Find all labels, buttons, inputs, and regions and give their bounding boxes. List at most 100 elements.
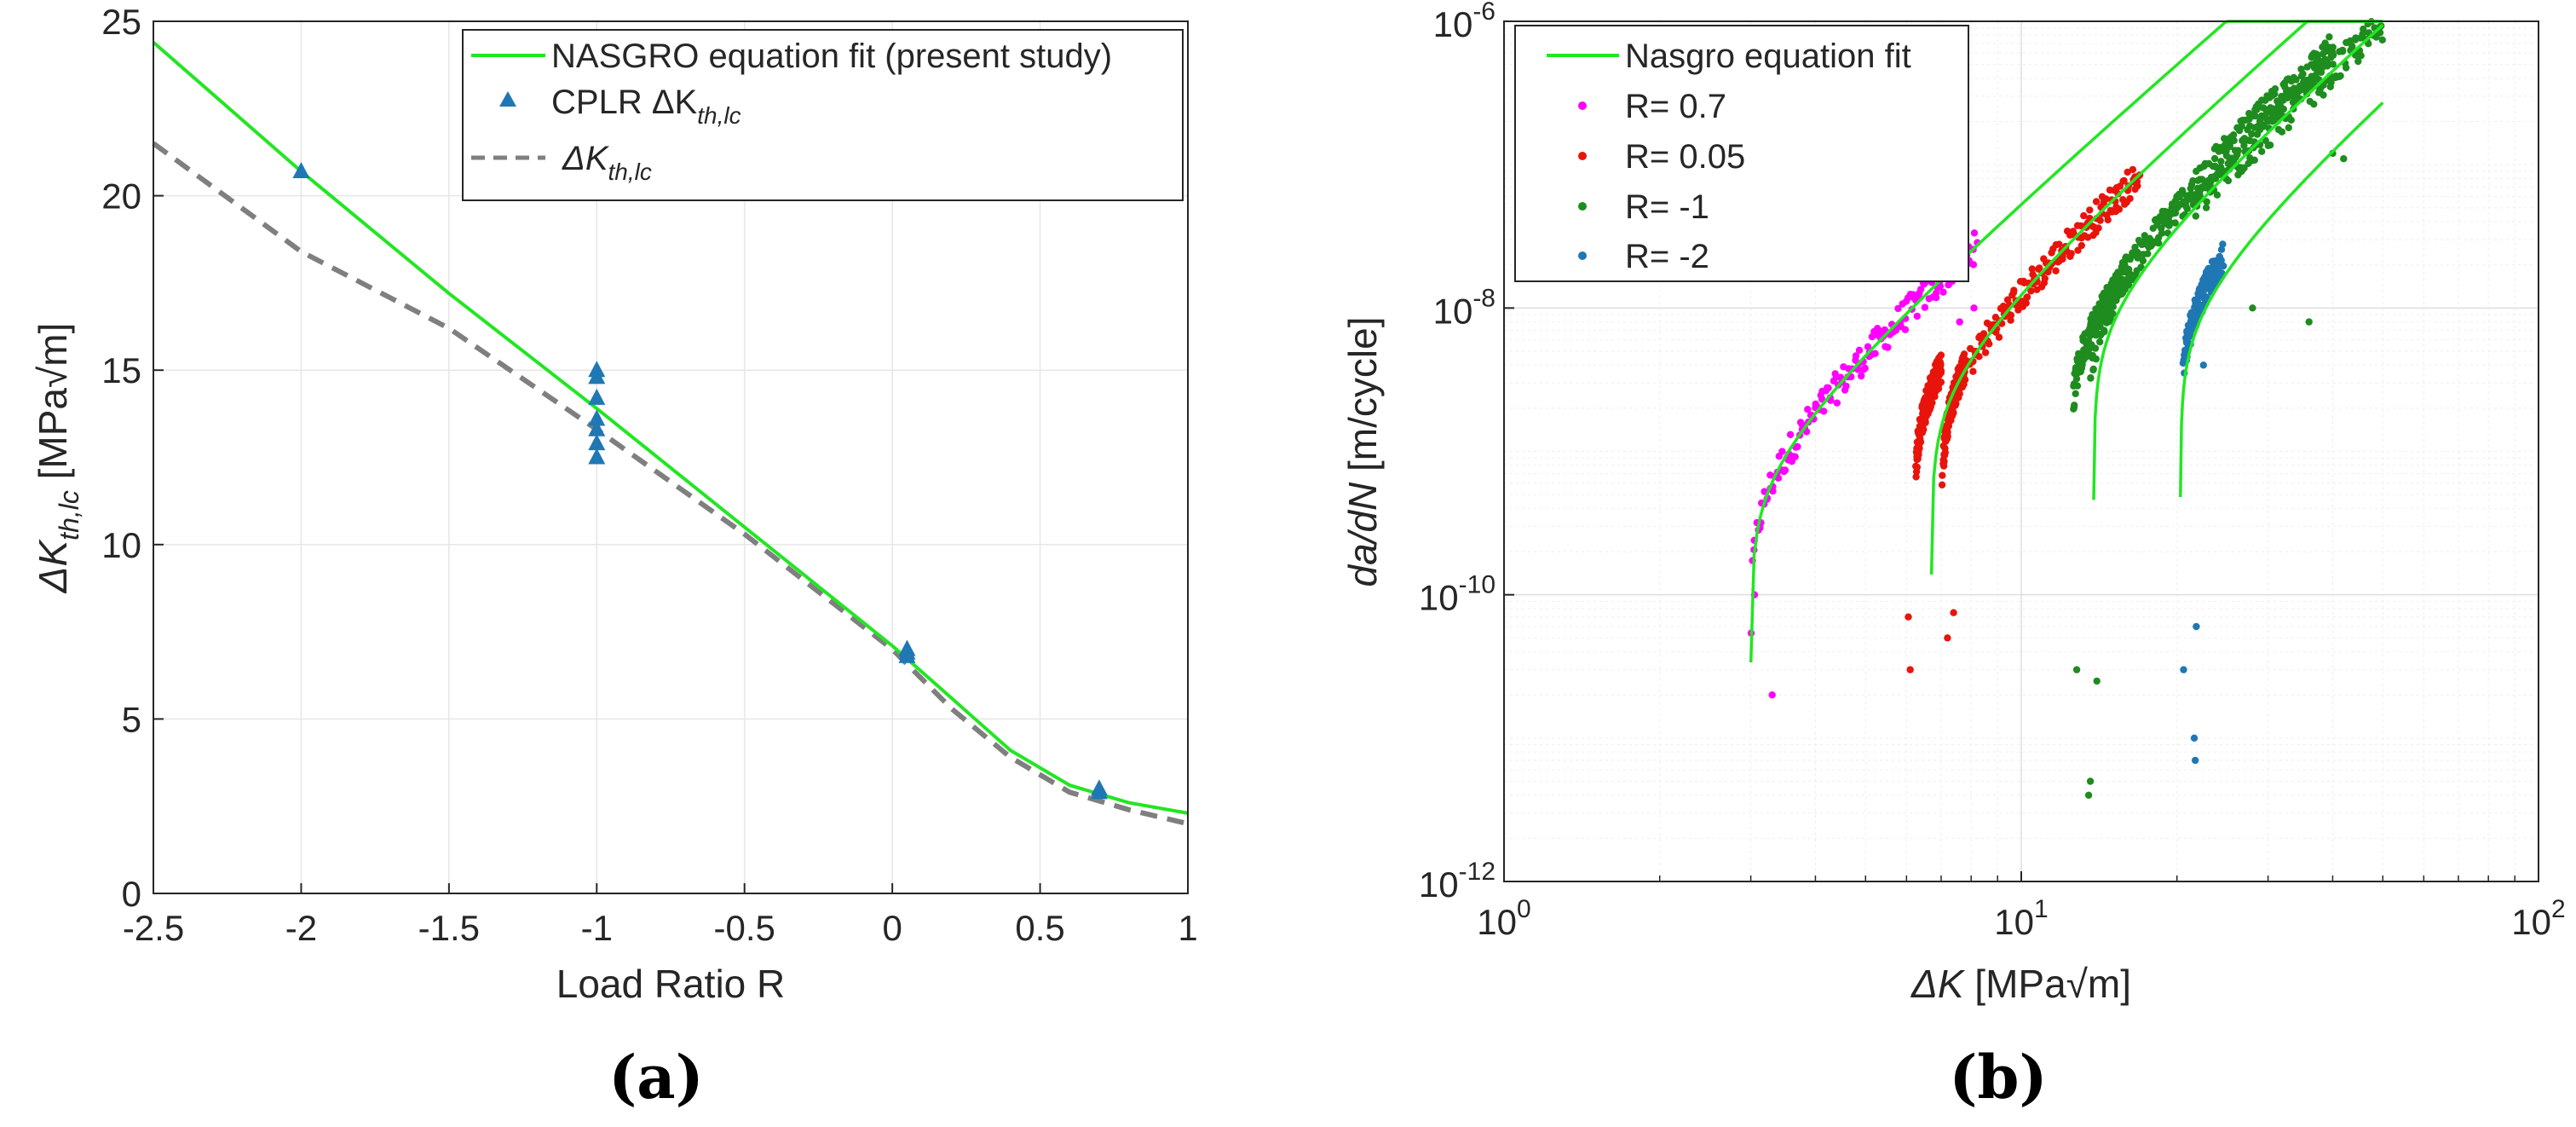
- panel-a-axes-box: [153, 20, 1189, 894]
- panel-b-point-r-0-7: [1804, 406, 1812, 413]
- panel-b-point-r-1: [2312, 72, 2320, 79]
- panel-b-point-r-1: [2092, 355, 2100, 363]
- panel-b-point-r-0-7: [1956, 318, 1963, 326]
- panel-b-point-r-0-7: [1791, 453, 1799, 460]
- panel-b-point-r-0-7: [1794, 442, 1801, 451]
- panel-b-point-r-1: [2321, 55, 2330, 64]
- panel-b-point-r-1: [2359, 30, 2366, 38]
- panel-b-point-r-1: [2299, 70, 2307, 78]
- legend-label-nasgro-fit: NASGRO equation fit (present study): [551, 38, 1112, 75]
- panel-b-point-r-0-05: [2095, 224, 2102, 232]
- legend-label-cplr: CPLR ΔKth,lc: [551, 84, 741, 129]
- panel-b-point-r-1: [2144, 250, 2152, 257]
- panel-b-ytick-label: 10-12: [1419, 858, 1495, 904]
- panel-b-point-r-1: [2084, 791, 2093, 799]
- panel-b-point-r-0-05: [1906, 666, 1914, 673]
- panel-b-point-r-1: [2217, 165, 2225, 172]
- panel-a-cplr-marker: [292, 161, 310, 178]
- legend-swatch-rm1: [1578, 202, 1587, 211]
- panel-b-point-r-0-05: [1937, 369, 1945, 377]
- panel-b-point-r-0-05: [2055, 240, 2063, 248]
- panel-b-point-r-1: [2203, 198, 2210, 205]
- legend-label-rm1: R= -1: [1625, 188, 1709, 226]
- panel-a-legend-box: [462, 29, 1184, 201]
- panel-b-point-r-1: [2329, 61, 2337, 68]
- panel-b-point-r-1: [2104, 290, 2112, 298]
- panel-b-point-r-1: [2224, 176, 2233, 185]
- panel-b-point-r-1: [2378, 36, 2386, 43]
- panel-a-cplr-marker: [898, 646, 916, 663]
- panel-b-point-r-1: [2268, 105, 2277, 113]
- panel-b-point-r-0-7: [1833, 399, 1841, 407]
- panel-a-ytick-label: 20: [101, 176, 141, 217]
- panel-b-point-r-0-7: [1884, 344, 1892, 351]
- panel-a-cplr-marker: [588, 448, 606, 465]
- legend-swatch-r005: [1578, 152, 1587, 160]
- panel-b-point-r-0-05: [2023, 293, 2031, 301]
- panel-b-point-r-0-7: [1820, 407, 1828, 415]
- panel-b-point-r-1: [2266, 142, 2274, 149]
- panel-b-point-r-0-05: [1975, 353, 1983, 361]
- panel-b-point-r-0-05: [2115, 205, 2124, 213]
- panel-b-point-r-0-05: [2134, 182, 2141, 190]
- panel-b-point-r-1: [2072, 390, 2079, 397]
- panel-b-point-r-0-05: [1928, 399, 1936, 407]
- legend-swatch-r07: [1578, 101, 1587, 110]
- panel-a-series: [152, 41, 1189, 827]
- panel-b-point-r-0-05: [1941, 448, 1949, 456]
- panel-a-xtick-label: 0.5: [1015, 908, 1064, 948]
- panel-b-point-r-2: [2220, 262, 2227, 270]
- panel-b-point-r-1: [2287, 116, 2295, 124]
- panel-a-xlabel: Load Ratio R: [556, 962, 786, 1006]
- panel-b-point-r-1: [2259, 104, 2268, 112]
- panel-b-point-r-1: [2154, 239, 2163, 247]
- panel-b-ticks: 100 101 102 10-12 10-10 10-8 10-6: [1419, 0, 2566, 942]
- panel-b-point-r-0-7: [1855, 346, 1864, 354]
- panel-b-point-r-0-7: [1970, 304, 1978, 312]
- panel-b-point-r-0-05: [1950, 609, 1957, 616]
- panel-b-point-r-1: [2313, 50, 2320, 58]
- panel-b-point-r-0-05: [1937, 379, 1945, 386]
- panel-b-xtick-label: 100: [1477, 895, 1530, 942]
- panel-b-point-r-1: [2324, 62, 2331, 70]
- panel-b-point-r-1: [2211, 163, 2219, 170]
- panel-b-point-r-1: [2120, 286, 2128, 294]
- panel-a-xtick-label: -1: [581, 908, 613, 948]
- panel-b-point-r-1: [2338, 46, 2347, 55]
- panel-b-point-r-0-05: [1914, 455, 1922, 463]
- panel-b-point-r-1: [2171, 209, 2180, 217]
- panel-b-point-r-1: [2292, 76, 2300, 84]
- panel-b-point-r-0-05: [1960, 350, 1968, 358]
- panel-b-point-r-1: [2310, 101, 2318, 108]
- panel-b-point-r-0-05: [2052, 267, 2060, 275]
- panel-b-point-r-0-05: [2074, 246, 2082, 254]
- panel-b-point-r-0-05: [1956, 390, 1963, 398]
- panel-b-point-r-0-7: [1901, 326, 1910, 333]
- panel-b-point-r-1: [2217, 158, 2225, 165]
- panel-b-point-r-0-05: [2096, 217, 2104, 224]
- panel-b-point-r-1: [2285, 124, 2292, 131]
- panel-b-point-r-0-7: [1768, 691, 1776, 699]
- panel-b-point-r-0-7: [1781, 466, 1789, 474]
- panel-a-cplr-marker: [588, 419, 606, 436]
- panel-b-ytick-label: 10-6: [1433, 0, 1495, 44]
- panel-b-point-r-0-05: [1922, 419, 1929, 426]
- panel-b-point-r-0-05: [2041, 275, 2049, 282]
- panel-b-point-r-1: [2072, 666, 2081, 673]
- panel-b-point-r-1: [2250, 156, 2258, 164]
- panel-b-point-r-0-05: [2022, 299, 2030, 307]
- panel-b-point-r-1: [2202, 204, 2210, 211]
- panel-b-point-r-0-7: [1932, 294, 1940, 302]
- panel-b-point-r-0-05: [1938, 481, 1946, 488]
- panel-b-point-r-0-7: [1871, 350, 1879, 357]
- panel-b-legend: Nasgro equation fit R= 0.7 R= 0.05 R= -1…: [1514, 25, 1969, 282]
- panel-b-point-r-2: [2203, 293, 2210, 301]
- panel-b-point-r-2: [2180, 666, 2187, 673]
- panel-a-xtick-label: 0: [882, 908, 902, 948]
- panel-b-point-r-1: [2246, 136, 2254, 145]
- panel-b-point-r-1: [2320, 91, 2327, 99]
- legend-label-r07: R= 0.7: [1625, 88, 1726, 125]
- panel-b-point-r-0-05: [1940, 459, 1948, 466]
